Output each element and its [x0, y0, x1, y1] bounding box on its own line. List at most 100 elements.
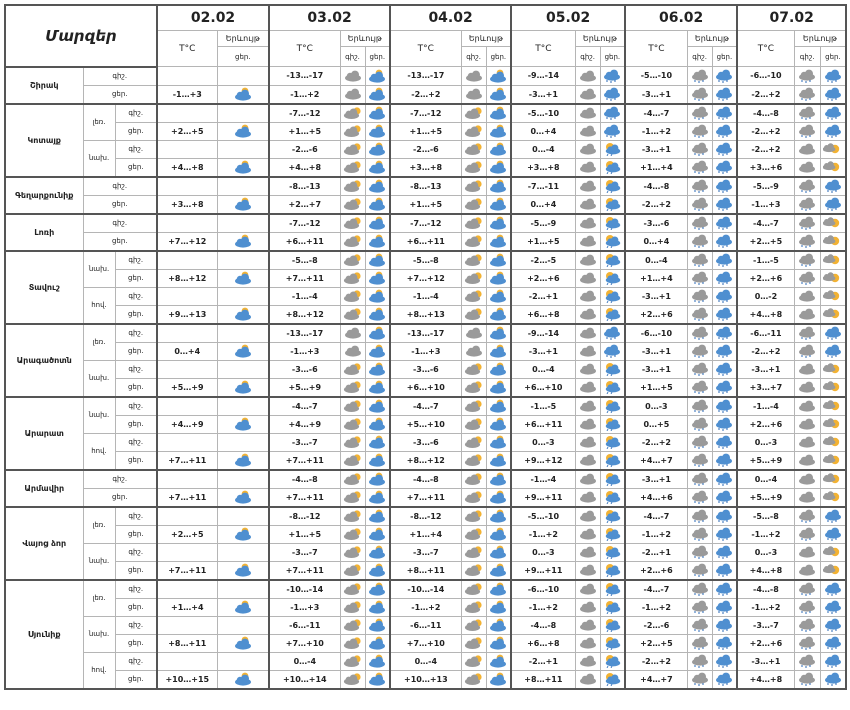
weather-icon: [793, 286, 821, 306]
weather-icon: [574, 268, 601, 288]
weather-icon: [686, 250, 713, 270]
weather-icon: [686, 524, 713, 544]
weather-icon: [599, 250, 627, 270]
weather-icon: [485, 84, 513, 104]
weather-icon: [364, 651, 392, 671]
table-row: Արարատ նախ. գիշ. -4…-7 -4…-7 -1…-5 0…-3 -1…-4: [4, 396, 848, 470]
weather-icon: [364, 323, 392, 343]
weather-icon: [460, 121, 487, 141]
weather-icon: [686, 633, 713, 653]
table-row: նախ. գիշ. -3…-7 -3…-7 0…-3 -2…+1 0…-3: [5, 542, 848, 580]
weather-icon: [599, 560, 627, 580]
temperature-cell: +2…+6: [736, 414, 795, 434]
weather-icon: [216, 286, 271, 306]
weather-icon: [574, 615, 601, 635]
weather-icon: [793, 560, 821, 580]
weather-icon: [216, 304, 271, 324]
weather-icon: [339, 359, 366, 379]
weather-icon: [460, 377, 487, 397]
weather-icon: [711, 651, 739, 671]
weather-icon: [819, 157, 848, 177]
weather-icon: [460, 176, 487, 196]
temperature-cell: +1…+5: [389, 194, 462, 214]
temperature-cell: +8…+11: [510, 669, 576, 689]
subregion-name: հով.: [82, 651, 116, 689]
temperature-cell: 0…-4: [510, 359, 576, 379]
weather-icon: [819, 84, 848, 104]
temperature-cell: -5…-10: [624, 66, 688, 86]
temperature-cell: [156, 286, 218, 306]
weather-icon: [339, 323, 366, 343]
temperature-cell: -6…-10: [736, 66, 795, 86]
weather-icon: [599, 469, 627, 489]
weather-icon: [339, 506, 366, 526]
weather-icon: [485, 213, 513, 233]
weather-icon: [711, 213, 739, 233]
weather-icon: [460, 396, 487, 416]
weather-icon: [686, 121, 713, 141]
temperature-cell: +2…+5: [736, 231, 795, 251]
temperature-cell: +3…+8: [510, 157, 576, 177]
weather-icon: [819, 633, 848, 653]
temperature-cell: -6…-11: [389, 615, 462, 635]
temperature-cell: +3…+8: [156, 194, 218, 214]
temperature-cell: 0…+4: [510, 121, 576, 141]
weather-icon: [485, 231, 513, 251]
weather-icon: [485, 487, 513, 507]
weather-icon: [574, 231, 601, 251]
period-night: գիշ.: [114, 286, 159, 306]
weather-icon: [819, 487, 848, 507]
weather-icon: [460, 157, 487, 177]
weather-icon: [793, 469, 821, 489]
weather-icon: [216, 268, 271, 288]
table-row: Լոռի գիշ. -7…-12 -7…-12 -5…-9 -3…-6 -4…-7: [4, 213, 848, 251]
weather-icon: [686, 359, 713, 379]
weather-icon: [819, 414, 848, 434]
weather-icon: [711, 377, 739, 397]
temperature-cell: [156, 579, 218, 599]
weather-icon: [339, 579, 366, 599]
weather-icon: [216, 139, 271, 159]
weather-icon: [216, 194, 271, 214]
weather-icon: [793, 633, 821, 653]
weather-icon: [485, 157, 513, 177]
temperature-cell: +8…+12: [389, 450, 462, 470]
weather-icon: [216, 176, 271, 196]
period-night: գիշ.: [114, 359, 159, 379]
table-row: ցեր. +8…+11 +7…+10 +7…+10 +6…+8 +2…+5 +2…+6: [5, 633, 848, 653]
temperature-cell: -4…-8: [736, 103, 795, 123]
weather-icon: [339, 651, 366, 671]
weather-icon: [364, 157, 392, 177]
weather-icon: [599, 84, 627, 104]
temperature-cell: +2…+5: [156, 121, 218, 141]
weather-icon: [216, 651, 271, 671]
weather-icon: [485, 615, 513, 635]
subregion-name: հով.: [82, 432, 116, 470]
temperature-cell: +7…+11: [268, 450, 341, 470]
weather-icon: [460, 542, 487, 562]
temperature-cell: +5…+9: [736, 450, 795, 470]
weather-icon: [599, 323, 627, 343]
period-day: ցեր.: [114, 157, 159, 177]
weather-icon: [485, 469, 513, 489]
weather-icon: [485, 286, 513, 306]
weather-icon: [460, 579, 487, 599]
weather-icon: [574, 579, 601, 599]
weather-icon: [364, 84, 392, 104]
weather-icon: [819, 560, 848, 580]
temperature-cell: +3…+7: [736, 377, 795, 397]
weather-icon: [819, 396, 848, 416]
table-row: նախ. գիշ. -3…-6 -3…-6 0…-4 -3…+1 -3…+1: [5, 359, 848, 397]
night-subheader: գիշ.: [686, 46, 713, 67]
weather-icon: [793, 597, 821, 617]
weather-icon: [711, 396, 739, 416]
period-night: գիշ.: [114, 250, 159, 270]
temperature-cell: +2…+6: [510, 268, 576, 288]
weather-icon: [460, 633, 487, 653]
weather-icon: [599, 268, 627, 288]
weather-icon: [364, 597, 392, 617]
period-day: ցեր.: [82, 84, 159, 104]
subregion-name: հով.: [82, 286, 116, 324]
weather-icon: [793, 103, 821, 123]
weather-icon: [339, 231, 366, 251]
